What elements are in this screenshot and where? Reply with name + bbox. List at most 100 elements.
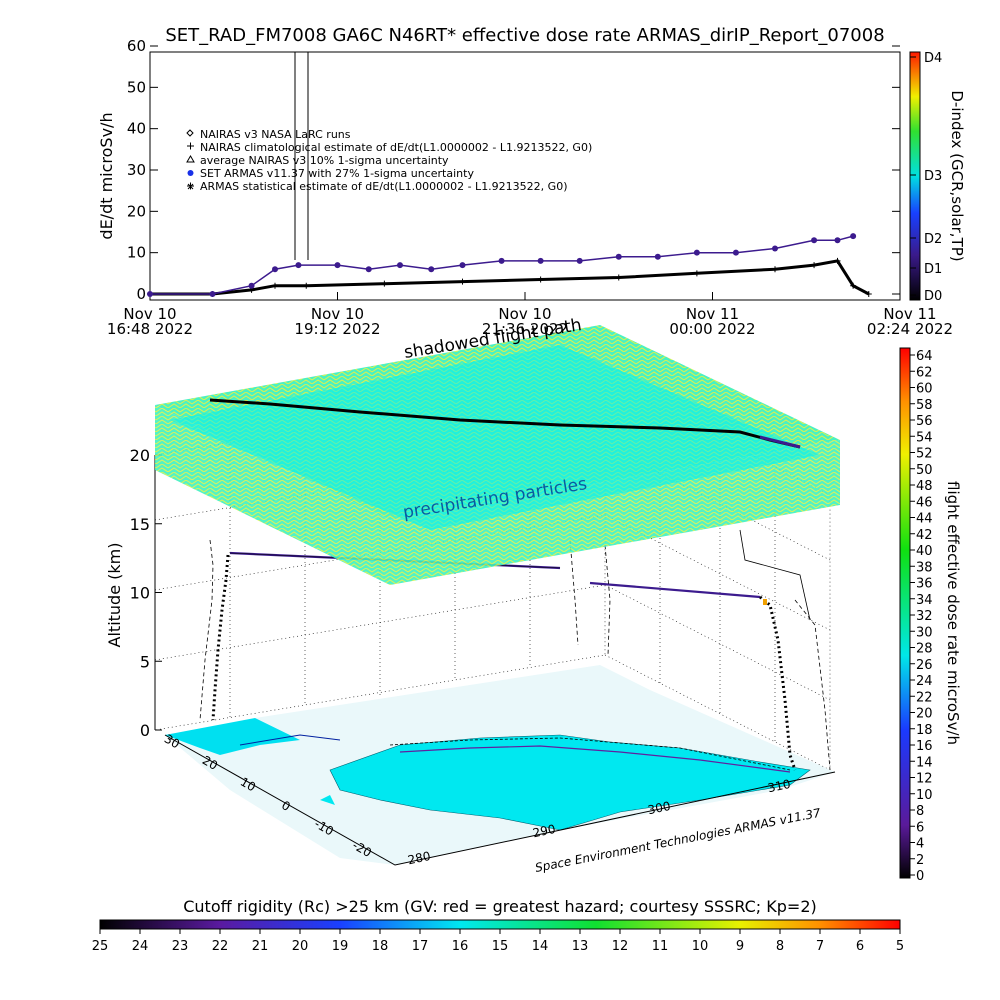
x-tick-date: Nov 11 — [883, 305, 936, 323]
rc-tick-label: 6 — [856, 939, 864, 954]
dose-tick-label: 62 — [916, 365, 933, 380]
dose-marker — [763, 599, 767, 605]
armas-point — [295, 262, 302, 269]
rc-tick-label: 18 — [372, 939, 389, 954]
dose-tick-label: 30 — [916, 625, 933, 640]
nairas-line — [150, 259, 870, 296]
top-y-ticks: 0 10 20 30 40 50 60 — [127, 37, 900, 303]
armas-point — [272, 266, 278, 273]
latitude-tick-label: 10 — [238, 775, 258, 795]
rc-tick-label: 19 — [332, 939, 349, 954]
armas-point — [397, 262, 403, 269]
nairas-series — [147, 257, 872, 297]
precip-sheet-side — [390, 440, 840, 585]
triangle-symbol-icon — [186, 155, 195, 163]
nairas-point — [537, 276, 544, 283]
nairas-point — [834, 257, 841, 264]
rc-colorbar-group: Cutoff rigidity (Rc) >25 km (GV: red = g… — [92, 897, 904, 954]
dose-colorbar — [899, 347, 911, 879]
armas-point — [498, 257, 505, 264]
armas-point — [365, 266, 372, 273]
dindex-ticks: D0 D1 D2 D3 D4 — [910, 51, 942, 304]
y-tick-label: 10 — [127, 244, 146, 262]
map-coastline — [239, 734, 341, 746]
dose-tick-label: 54 — [916, 430, 933, 445]
dose-tick-label: 2 — [916, 853, 924, 868]
dose-tick-label: 36 — [916, 577, 933, 592]
armas-point — [654, 253, 661, 260]
chart-title: SET_RAD_FM7008 GA6C N46RT* effective dos… — [165, 25, 884, 46]
armas-line — [150, 235, 854, 295]
rc-title: Cutoff rigidity (Rc) >25 km (GV: red = g… — [183, 897, 817, 916]
shadowed-flight-path-end — [759, 435, 801, 449]
dose-tick-label: 56 — [916, 414, 933, 429]
legend-item-armas: SET ARMAS v11.37 with 27% 1-sigma uncert… — [187, 167, 474, 180]
cruise-segment — [589, 581, 761, 599]
precip-sheet-core — [170, 345, 820, 530]
dose-tick-label: 20 — [916, 707, 933, 722]
shadow-profile-line — [794, 599, 831, 771]
armas-point — [428, 266, 435, 273]
rc-tick-label: 25 — [92, 939, 109, 954]
armas-point — [248, 282, 255, 289]
dot-symbol-icon — [187, 170, 194, 176]
flight-ground-track — [399, 745, 791, 773]
longitude-tick-label: 300 — [647, 799, 672, 817]
armas-point — [693, 249, 700, 256]
legend-item-armas-stat: ARMAS statistical estimate of dE/dt(L1.0… — [187, 180, 567, 193]
legend-label: average NAIRAS v3 10% 1-sigma uncertaint… — [200, 154, 449, 167]
rc-tick-label: 16 — [452, 939, 469, 954]
plus-symbol-icon — [187, 142, 194, 150]
altitude-tick-label: 0 — [140, 721, 150, 740]
nairas-point — [693, 270, 700, 277]
dose-tick-label: 18 — [916, 723, 933, 738]
dose-tick-label: 0 — [916, 869, 924, 884]
dindex-tick-label: D3 — [924, 169, 942, 184]
dose-tick-label: 6 — [916, 820, 924, 835]
altitude-tick-label: 10 — [130, 584, 150, 603]
flight-ground-track — [389, 737, 791, 771]
rc-tick-label: 15 — [492, 939, 509, 954]
dose-tick-label: 22 — [916, 690, 933, 705]
dose-tick-label: 28 — [916, 642, 933, 657]
armas-point — [147, 291, 153, 297]
x-tick-time: 16:48 2022 — [107, 320, 193, 338]
descent-profile — [759, 595, 797, 771]
longitude-ticks: 280 290 300 310 — [407, 777, 792, 867]
armas-point — [834, 237, 841, 244]
armas-point — [811, 237, 818, 244]
dose-tick-label: 46 — [916, 495, 933, 510]
x-tick-time: 00:00 2022 — [669, 320, 755, 338]
armas-point — [850, 233, 857, 240]
armas-point — [772, 245, 778, 252]
diamond-symbol-icon — [186, 129, 194, 137]
nairas-point — [850, 282, 857, 289]
legend-label: NAIRAS v3 NASA LaRC runs — [200, 128, 351, 141]
longitude-tick-label: 290 — [532, 822, 557, 840]
dose-label: flight effective dose rate microSv/h — [944, 481, 962, 745]
legend-label: SET ARMAS v11.37 with 27% 1-sigma uncert… — [200, 167, 474, 180]
rc-colorbar — [99, 919, 901, 930]
armas-point — [209, 291, 216, 297]
ascent-profile — [211, 554, 230, 721]
altitude-tick-label: 5 — [140, 652, 150, 671]
nairas-point — [272, 282, 278, 289]
dindex-tick-label: D1 — [924, 262, 942, 277]
dindex-tick-label: D0 — [924, 289, 942, 304]
dose-tick-label: 40 — [916, 544, 933, 559]
rc-tick-label: 7 — [816, 939, 824, 954]
dose-tick-label: 38 — [916, 560, 933, 575]
dose-tick-label: 32 — [916, 609, 933, 624]
rc-tick-label: 23 — [172, 939, 189, 954]
dose-tick-label: 4 — [916, 837, 924, 852]
shadow-profile-line — [604, 544, 611, 656]
dose-tick-label: 8 — [916, 804, 924, 819]
nairas-point — [615, 274, 622, 281]
nairas-point — [303, 282, 310, 289]
latitude-tick-label: 30 — [162, 732, 182, 752]
armas-point — [576, 257, 583, 264]
top-ylabel: dE/dt microSv/h — [97, 112, 116, 239]
precip-sheet-front — [155, 405, 390, 585]
